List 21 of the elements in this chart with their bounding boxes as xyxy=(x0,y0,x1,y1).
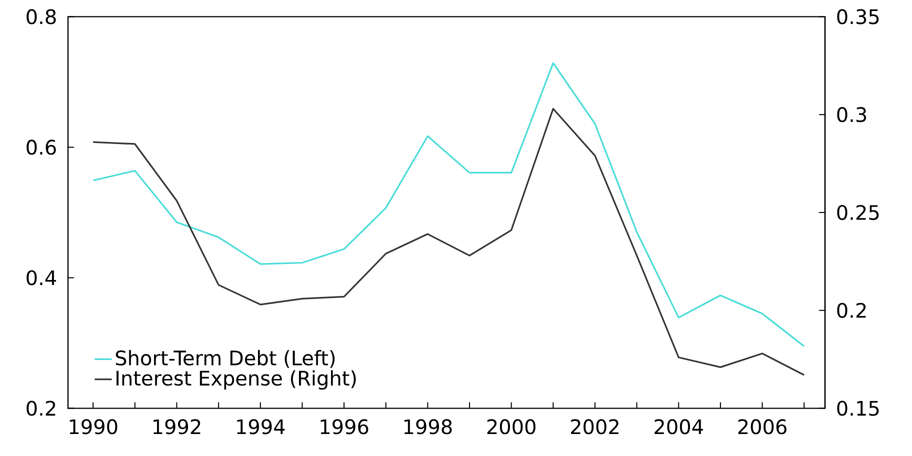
x-tick-label: 1992 xyxy=(153,419,200,434)
y2-tick-label: 0.25 xyxy=(837,204,879,220)
x-tick-label: 2000 xyxy=(487,419,536,434)
x-tick-label: 1990 xyxy=(70,419,118,434)
y2-tick-label: 0.15 xyxy=(837,400,879,416)
x-tick-label: 1994 xyxy=(237,419,285,434)
y2-tick-label: 0.3 xyxy=(837,107,866,122)
y-tick-label: 0.6 xyxy=(26,140,56,155)
x-tick-label: 2004 xyxy=(654,419,703,434)
y-tick-label: 0.2 xyxy=(26,400,56,416)
y2-tick-label: 0.2 xyxy=(837,302,866,318)
legend-label: Interest Expense (Right) xyxy=(116,370,356,390)
y-tick-label: 0.8 xyxy=(26,9,56,24)
y2-tick-label: 0.35 xyxy=(837,9,879,24)
y-tick-label: 0.4 xyxy=(26,270,56,286)
x-tick-label: 1996 xyxy=(320,419,368,434)
x-tick-label: 2002 xyxy=(570,419,618,434)
legend-label: Short-Term Debt (Left) xyxy=(116,350,335,368)
line-series xyxy=(92,62,805,348)
x-tick-label: 2006 xyxy=(738,419,786,434)
x-tick-label: 1998 xyxy=(404,419,452,434)
